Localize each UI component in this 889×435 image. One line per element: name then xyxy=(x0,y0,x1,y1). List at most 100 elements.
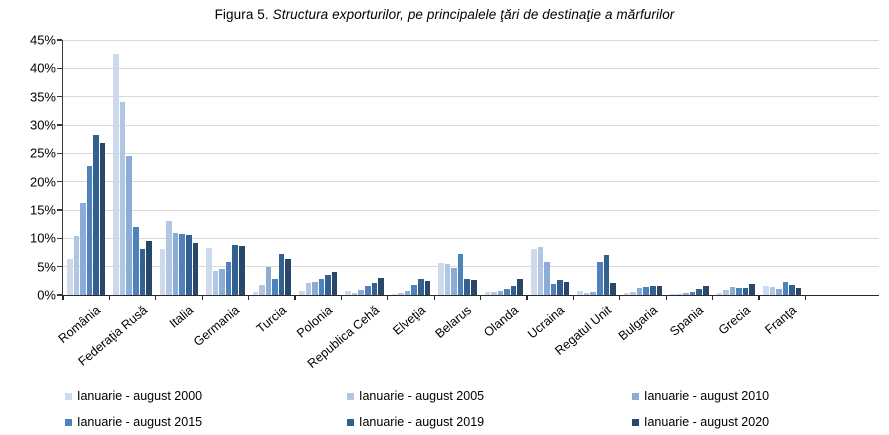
bar xyxy=(259,285,265,295)
bar xyxy=(404,291,411,295)
x-tick-mark xyxy=(201,295,203,300)
bar xyxy=(371,282,378,295)
legend-marker-icon xyxy=(65,418,72,426)
gridline xyxy=(63,237,879,239)
x-category-label: Olanda xyxy=(480,303,521,340)
legend-label: Ianuarie - august 2015 xyxy=(77,415,203,429)
legend-marker-icon xyxy=(632,392,639,400)
bar xyxy=(563,281,570,295)
x-tick-mark xyxy=(294,295,296,300)
bar xyxy=(457,254,464,295)
bar xyxy=(742,288,749,295)
bar xyxy=(789,284,795,295)
y-tick-mark xyxy=(57,39,62,41)
y-tick-mark xyxy=(57,152,62,155)
bar xyxy=(723,290,729,295)
bar xyxy=(670,294,676,295)
bar xyxy=(252,292,259,295)
bar xyxy=(716,292,723,295)
gridline xyxy=(63,67,879,69)
bar xyxy=(66,259,73,295)
legend-label: Ianuarie - august 2005 xyxy=(359,389,485,403)
bar xyxy=(424,280,431,295)
bar-group-16 xyxy=(759,40,805,295)
bar-group-2 xyxy=(109,40,155,295)
bar-group-14 xyxy=(666,40,712,295)
legend-marker-icon xyxy=(347,418,354,426)
bar xyxy=(491,291,497,295)
plot-area: 0% 5% 10% 15% 20% 25% 30% 35% 40% 45% xyxy=(30,33,879,303)
bar xyxy=(318,278,325,295)
bar xyxy=(703,285,709,295)
bar xyxy=(166,220,172,295)
bar xyxy=(643,287,650,295)
x-tick-mark xyxy=(526,295,528,300)
bar xyxy=(510,285,517,295)
bar xyxy=(73,236,80,295)
gridline xyxy=(63,124,879,126)
bar xyxy=(597,262,603,295)
bar xyxy=(636,288,643,295)
bar xyxy=(172,232,179,295)
y-tick-mark xyxy=(57,294,62,296)
bar xyxy=(99,143,106,295)
bar xyxy=(159,248,166,295)
bar xyxy=(696,289,703,295)
y-tick-mark xyxy=(57,124,62,126)
bar xyxy=(438,262,444,295)
bar xyxy=(206,247,212,295)
bar-group-4 xyxy=(202,40,248,295)
bar xyxy=(729,287,736,295)
legend: Ianuarie - august 2000 Ianuarie - august … xyxy=(65,386,825,432)
y-tick-mark xyxy=(57,67,62,70)
bar xyxy=(126,155,133,295)
bar xyxy=(133,227,139,295)
x-tick-mark xyxy=(62,295,64,300)
bar xyxy=(139,249,146,295)
bar xyxy=(358,289,365,295)
bar-group-1 xyxy=(63,40,109,295)
bar-group-8 xyxy=(388,40,434,295)
bar-group-6 xyxy=(295,40,341,295)
legend-marker-icon xyxy=(632,418,639,426)
legend-marker-icon xyxy=(65,392,72,400)
bar-group-13 xyxy=(620,40,666,295)
bar xyxy=(650,285,656,295)
bar xyxy=(544,261,550,295)
bar-group-15 xyxy=(713,40,759,295)
legend-item: Ianuarie - august 2010 xyxy=(632,389,825,403)
bar xyxy=(550,284,557,295)
bar xyxy=(225,262,232,295)
gridline xyxy=(63,152,879,154)
bar xyxy=(278,254,285,295)
bar xyxy=(398,292,404,295)
bar xyxy=(146,240,152,295)
bar xyxy=(265,267,272,295)
y-tick-mark xyxy=(57,209,62,211)
bar xyxy=(530,248,537,295)
bar xyxy=(795,287,802,295)
bar xyxy=(603,255,610,295)
x-category-label: Elveţia xyxy=(390,303,428,338)
legend-label: Ianuarie - august 2020 xyxy=(644,415,770,429)
x-tick-mark xyxy=(387,295,389,300)
bar xyxy=(769,286,776,295)
bar xyxy=(391,293,398,295)
bar xyxy=(305,283,312,295)
bar xyxy=(378,278,384,295)
gridline xyxy=(63,96,879,98)
x-tick-mark xyxy=(247,295,250,300)
y-tick-mark xyxy=(57,265,62,268)
y-tick-label: 0% xyxy=(37,287,56,303)
chart-title-prefix: Figura 5. xyxy=(214,7,269,22)
bar xyxy=(683,293,689,295)
chart-title-text: Structura exporturilor, pe principalele … xyxy=(268,7,675,22)
legend-label: Ianuarie - august 2000 xyxy=(77,389,203,403)
y-tick-label: 10% xyxy=(29,230,56,246)
bar xyxy=(186,234,192,295)
y-tick-label: 45% xyxy=(29,32,56,48)
x-category-label: România xyxy=(55,303,104,346)
bar xyxy=(285,258,292,295)
x-tick-mark xyxy=(479,295,482,300)
x-tick-mark xyxy=(572,295,575,300)
